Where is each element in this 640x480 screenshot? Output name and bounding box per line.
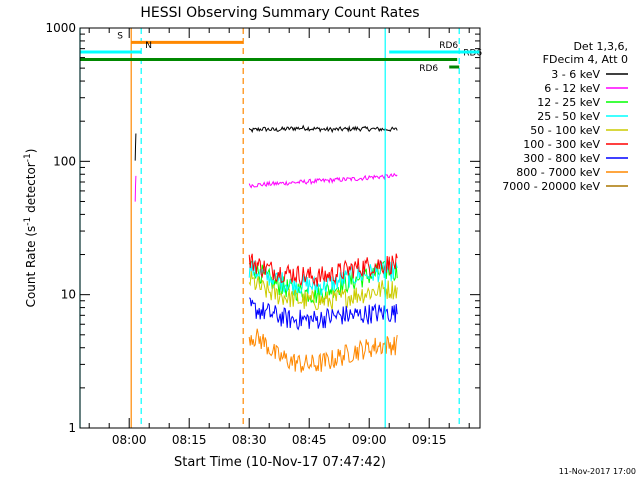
- legend-label-300-800-kev: 300 - 800 keV: [523, 152, 600, 165]
- legend-label-25-50-kev: 25 - 50 keV: [537, 110, 600, 123]
- y-tick-label: 1000: [45, 21, 76, 35]
- series-line-300-800-kev: [248, 297, 398, 331]
- chart-title: HESSI Observing Summary Count Rates: [140, 5, 419, 21]
- legend-label-7000-20000-kev: 7000 - 20000 keV: [502, 180, 600, 193]
- y-axis-label: Count Rate (s-1 detector-1): [23, 149, 38, 308]
- series-line-3-6-kev: [248, 124, 398, 134]
- series-line-6-12-kev: [248, 172, 398, 189]
- legend-label-50-100-kev: 50 - 100 keV: [530, 124, 600, 137]
- plot-frame: [79, 27, 481, 429]
- annotation-label-s: S: [117, 31, 123, 41]
- legend-label-800-7000-kev: 800 - 7000 keV: [516, 166, 600, 179]
- y-axis: 1 10 100 1000: [45, 21, 480, 435]
- x-tick-label: 09:00: [352, 433, 387, 447]
- legend-label-100-300-kev: 100 - 300 keV: [523, 138, 600, 151]
- legend-label-3-6-kev: 3 - 6 keV: [551, 68, 600, 81]
- plot-data: [134, 124, 398, 373]
- annotations: SNRD6RD6RD6: [79, 28, 482, 428]
- legend-header-line2: FDecim 4, Att 0: [543, 53, 628, 66]
- x-tick-label: 08:45: [292, 433, 327, 447]
- x-tick-label: 08:00: [112, 433, 147, 447]
- x-axis-label: Start Time (10-Nov-17 07:47:42): [174, 455, 386, 470]
- series-line-3-6-kev: [134, 133, 137, 161]
- legend-label-6-12-kev: 6 - 12 keV: [544, 82, 600, 95]
- y-tick-label: 100: [53, 154, 76, 168]
- x-axis: 08:00 08:15 08:30 08:45 09:00 09:15: [88, 28, 470, 447]
- y-axis-label-part2: detector: [24, 162, 38, 217]
- y-tick-label: 1: [68, 421, 76, 435]
- footer-date: 11-Nov-2017 17:00: [559, 467, 636, 476]
- x-tick-label: 08:15: [172, 433, 207, 447]
- annotation-label-rd6: RD6: [439, 41, 458, 51]
- y-axis-label-part3: ): [24, 149, 38, 154]
- series-line-6-12-kev: [134, 175, 137, 202]
- series-line-800-7000-kev: [248, 328, 398, 373]
- x-tick-label: 09:15: [412, 433, 447, 447]
- legend-label-12-25-kev: 12 - 25 keV: [537, 96, 600, 109]
- series-line-50-100-kev: [248, 271, 398, 311]
- annotation-label-rd6: RD6: [419, 64, 438, 74]
- legend-header-line1: Det 1,3,6,: [573, 40, 628, 53]
- x-tick-label: 08:30: [232, 433, 267, 447]
- y-axis-label-sup1: -1: [23, 217, 33, 226]
- y-tick-label: 10: [61, 288, 76, 302]
- series-line-100-300-kev: [248, 253, 398, 287]
- annotation-label-n: N: [145, 41, 152, 51]
- y-axis-label-sup2: -1: [23, 153, 33, 162]
- y-axis-label-part1: Count Rate (s: [24, 226, 38, 308]
